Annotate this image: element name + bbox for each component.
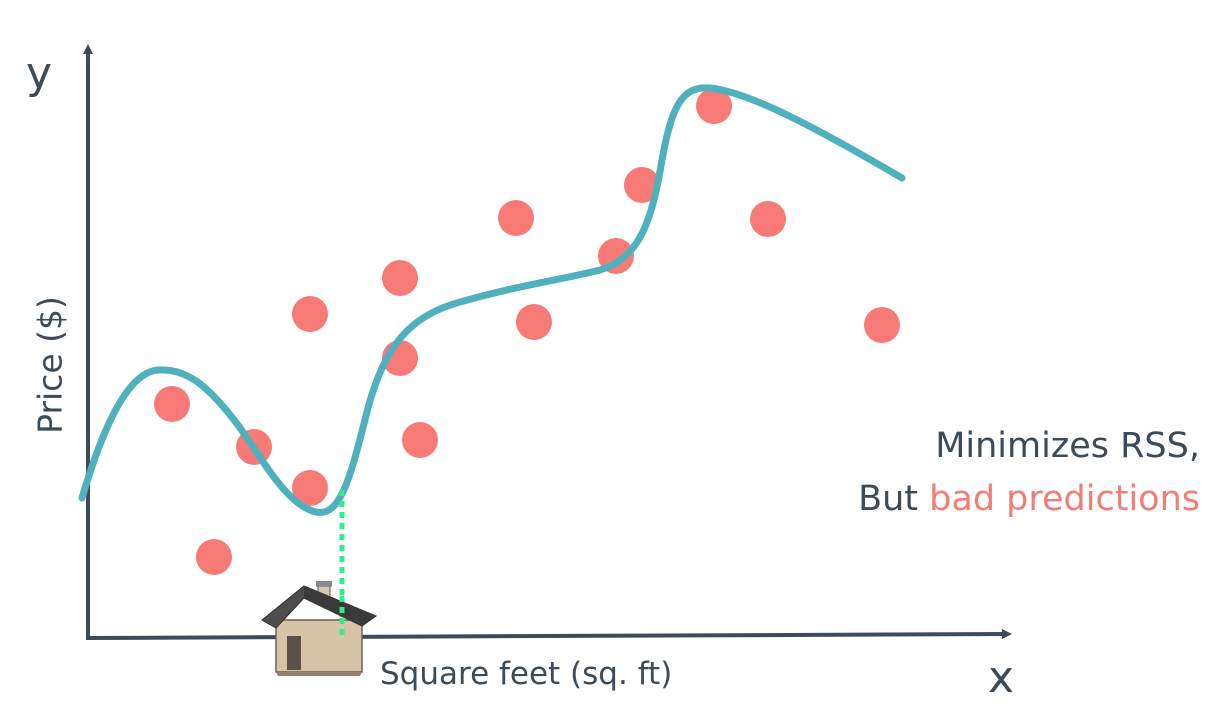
data-point (864, 307, 900, 343)
data-point (750, 201, 786, 237)
x-axis-label: Square feet (sq. ft) (380, 656, 673, 692)
x-axis (85, 629, 1012, 640)
data-point (154, 386, 190, 422)
data-point (196, 539, 232, 575)
fitted-curve (78, 84, 906, 516)
caption-line-2: But bad predictions (858, 473, 1200, 526)
caption-highlight: bad predictions (929, 478, 1200, 519)
data-point (516, 304, 552, 340)
house-icon (261, 581, 378, 676)
data-point (382, 260, 418, 296)
data-point (402, 422, 438, 458)
x-axis-letter: x (988, 652, 1015, 703)
data-point (498, 200, 534, 236)
data-points (154, 88, 900, 575)
y-axis-letter: y (26, 48, 53, 99)
data-point (292, 296, 328, 332)
caption: Minimizes RSS, But bad predictions (858, 420, 1200, 525)
caption-prefix: But (858, 478, 930, 519)
data-point (292, 470, 328, 506)
y-axis-label: Price ($) (30, 296, 70, 434)
data-point (696, 88, 732, 124)
caption-line-1: Minimizes RSS, (935, 426, 1200, 466)
data-point (624, 167, 660, 203)
